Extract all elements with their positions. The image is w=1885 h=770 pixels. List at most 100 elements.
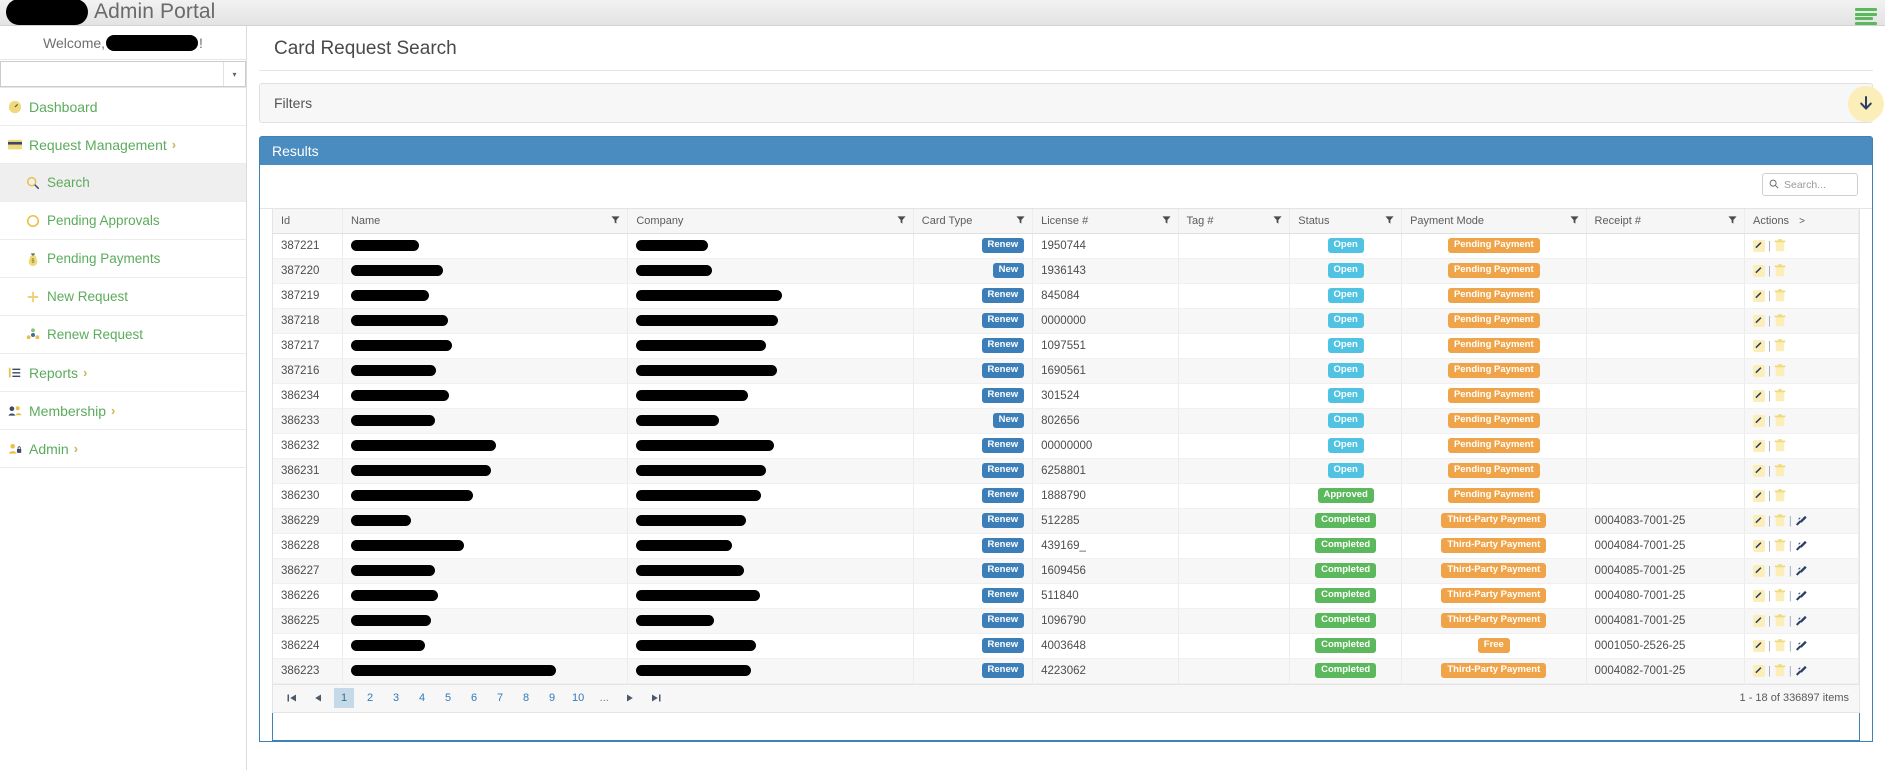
table-row[interactable]: 386224 Renew 4003648 Completed Free 0001050-2… <box>273 633 1860 659</box>
sidebar-item-membership[interactable]: Membership › <box>0 392 246 430</box>
page-2[interactable]: 2 <box>366 692 374 704</box>
delete-icon[interactable] <box>1774 264 1786 277</box>
filter-icon[interactable] <box>1385 215 1394 226</box>
column-header-card-type[interactable]: Card Type <box>913 209 1034 234</box>
filter-icon[interactable] <box>1273 215 1282 226</box>
edit-icon[interactable] <box>1752 664 1765 677</box>
filter-icon[interactable] <box>1728 215 1737 226</box>
filter-icon[interactable] <box>1161 215 1171 226</box>
edit-icon[interactable] <box>1752 414 1765 427</box>
delete-icon[interactable] <box>1774 389 1786 402</box>
filters-bar[interactable]: Filters <box>259 83 1884 123</box>
edit-icon[interactable] <box>1752 439 1765 452</box>
assign-icon[interactable] <box>1795 640 1808 652</box>
page-3[interactable]: 3 <box>392 692 400 704</box>
table-row[interactable]: 387218 Renew 0000000 Open Pending Payment | <box>273 308 1860 334</box>
delete-icon[interactable] <box>1774 314 1786 327</box>
edit-icon[interactable] <box>1752 339 1765 352</box>
last-page-icon[interactable] <box>646 688 666 708</box>
delete-icon[interactable] <box>1774 589 1786 602</box>
column-header-receipt[interactable]: Receipt # <box>1586 209 1745 234</box>
table-row[interactable]: 387217 Renew 1097551 Open Pending Payment | <box>273 333 1860 359</box>
table-row[interactable]: 386234 Renew 301524 Open Pending Payment | <box>273 383 1860 409</box>
assign-icon[interactable] <box>1795 615 1808 627</box>
assign-icon[interactable] <box>1795 590 1808 602</box>
sidebar-item-request-management[interactable]: Request Management › <box>0 126 246 164</box>
table-row[interactable]: 386225 Renew 1096790 Completed Third-Party P… <box>273 608 1860 634</box>
chevron-down-icon[interactable]: ▾ <box>223 62 245 86</box>
table-row[interactable]: 386229 Renew 512285 Completed Third-Party Pa… <box>273 508 1860 534</box>
assign-icon[interactable] <box>1795 565 1808 577</box>
column-header-tag[interactable]: Tag # <box>1178 209 1291 234</box>
chevron-right-icon[interactable]: > <box>1799 215 1805 227</box>
delete-icon[interactable] <box>1774 514 1786 527</box>
page-6[interactable]: 6 <box>470 692 478 704</box>
edit-icon[interactable] <box>1752 614 1765 627</box>
column-header-company[interactable]: Company <box>627 209 914 234</box>
edit-icon[interactable] <box>1752 639 1765 652</box>
assign-icon[interactable] <box>1795 515 1808 527</box>
delete-icon[interactable] <box>1774 464 1786 477</box>
page-1[interactable]: 1 <box>334 688 354 708</box>
prev-page-icon[interactable] <box>308 688 328 708</box>
assign-icon[interactable] <box>1795 665 1808 677</box>
column-header-actions[interactable]: Actions > <box>1744 209 1860 234</box>
table-row[interactable]: 387219 Renew 845084 Open Pending Payment | <box>273 283 1860 309</box>
sidebar-item-new-request[interactable]: New Request <box>0 278 246 316</box>
table-row[interactable]: 386230 Renew 1888790 Approved Pending Paymen… <box>273 483 1860 509</box>
edit-icon[interactable] <box>1752 364 1765 377</box>
edit-icon[interactable] <box>1752 239 1765 252</box>
sidebar-item-admin[interactable]: Admin › <box>0 430 246 468</box>
first-page-icon[interactable] <box>282 688 302 708</box>
edit-icon[interactable] <box>1752 489 1765 502</box>
edit-icon[interactable] <box>1752 264 1765 277</box>
edit-icon[interactable] <box>1752 289 1765 302</box>
page-9[interactable]: 9 <box>548 692 556 704</box>
table-row[interactable]: 386233 New 802656 Open Pending Payment | <box>273 408 1860 434</box>
filter-icon[interactable] <box>1569 215 1579 226</box>
delete-icon[interactable] <box>1774 664 1786 677</box>
delete-icon[interactable] <box>1774 364 1786 377</box>
page-8[interactable]: 8 <box>522 692 530 704</box>
next-page-icon[interactable] <box>620 688 640 708</box>
delete-icon[interactable] <box>1774 489 1786 502</box>
sidebar-item-pending-approvals[interactable]: Pending Approvals <box>0 202 246 240</box>
sidebar-item-search[interactable]: Search <box>0 164 246 202</box>
account-select[interactable]: ▾ <box>0 60 246 88</box>
filter-icon[interactable] <box>1016 215 1025 226</box>
table-row[interactable]: 386231 Renew 6258801 Open Pending Payment | <box>273 458 1860 484</box>
edit-icon[interactable] <box>1752 539 1765 552</box>
delete-icon[interactable] <box>1774 239 1786 252</box>
page-7[interactable]: 7 <box>496 692 504 704</box>
delete-icon[interactable] <box>1774 564 1786 577</box>
column-header-payment-mode[interactable]: Payment Mode <box>1401 209 1587 234</box>
table-row[interactable]: 386227 Renew 1609456 Completed Third-Party P… <box>273 558 1860 584</box>
edit-icon[interactable] <box>1752 514 1765 527</box>
edit-icon[interactable] <box>1752 389 1765 402</box>
hamburger-icon[interactable] <box>1855 8 1877 25</box>
table-row[interactable]: 386232 Renew 00000000 Open Pending Payment | <box>273 433 1860 459</box>
delete-icon[interactable] <box>1774 414 1786 427</box>
sidebar-item-pending-payments[interactable]: $ Pending Payments <box>0 240 246 278</box>
delete-icon[interactable] <box>1774 289 1786 302</box>
sidebar-item-reports[interactable]: Reports › <box>0 354 246 392</box>
filter-icon[interactable] <box>611 215 620 226</box>
account-select-box[interactable] <box>0 61 246 87</box>
delete-icon[interactable] <box>1774 614 1786 627</box>
page-4[interactable]: 4 <box>418 692 426 704</box>
table-row[interactable]: 386228 Renew 439169_ Completed Third-Party P… <box>273 533 1860 559</box>
table-row[interactable]: 386226 Renew 511840 Completed Third-Party Pa… <box>273 583 1860 609</box>
delete-icon[interactable] <box>1774 339 1786 352</box>
column-header-id[interactable]: Id <box>273 209 343 234</box>
delete-icon[interactable] <box>1774 439 1786 452</box>
edit-icon[interactable] <box>1752 464 1765 477</box>
assign-icon[interactable] <box>1795 540 1808 552</box>
table-row[interactable]: 387220 New 1936143 Open Pending Payment | <box>273 258 1860 284</box>
table-row[interactable]: 387216 Renew 1690561 Open Pending Payment | <box>273 358 1860 384</box>
column-header-name[interactable]: Name <box>342 209 629 234</box>
filter-icon[interactable] <box>897 215 906 226</box>
edit-icon[interactable] <box>1752 589 1765 602</box>
page-10[interactable]: 10 <box>572 692 585 704</box>
edit-icon[interactable] <box>1752 314 1765 327</box>
delete-icon[interactable] <box>1774 539 1786 552</box>
